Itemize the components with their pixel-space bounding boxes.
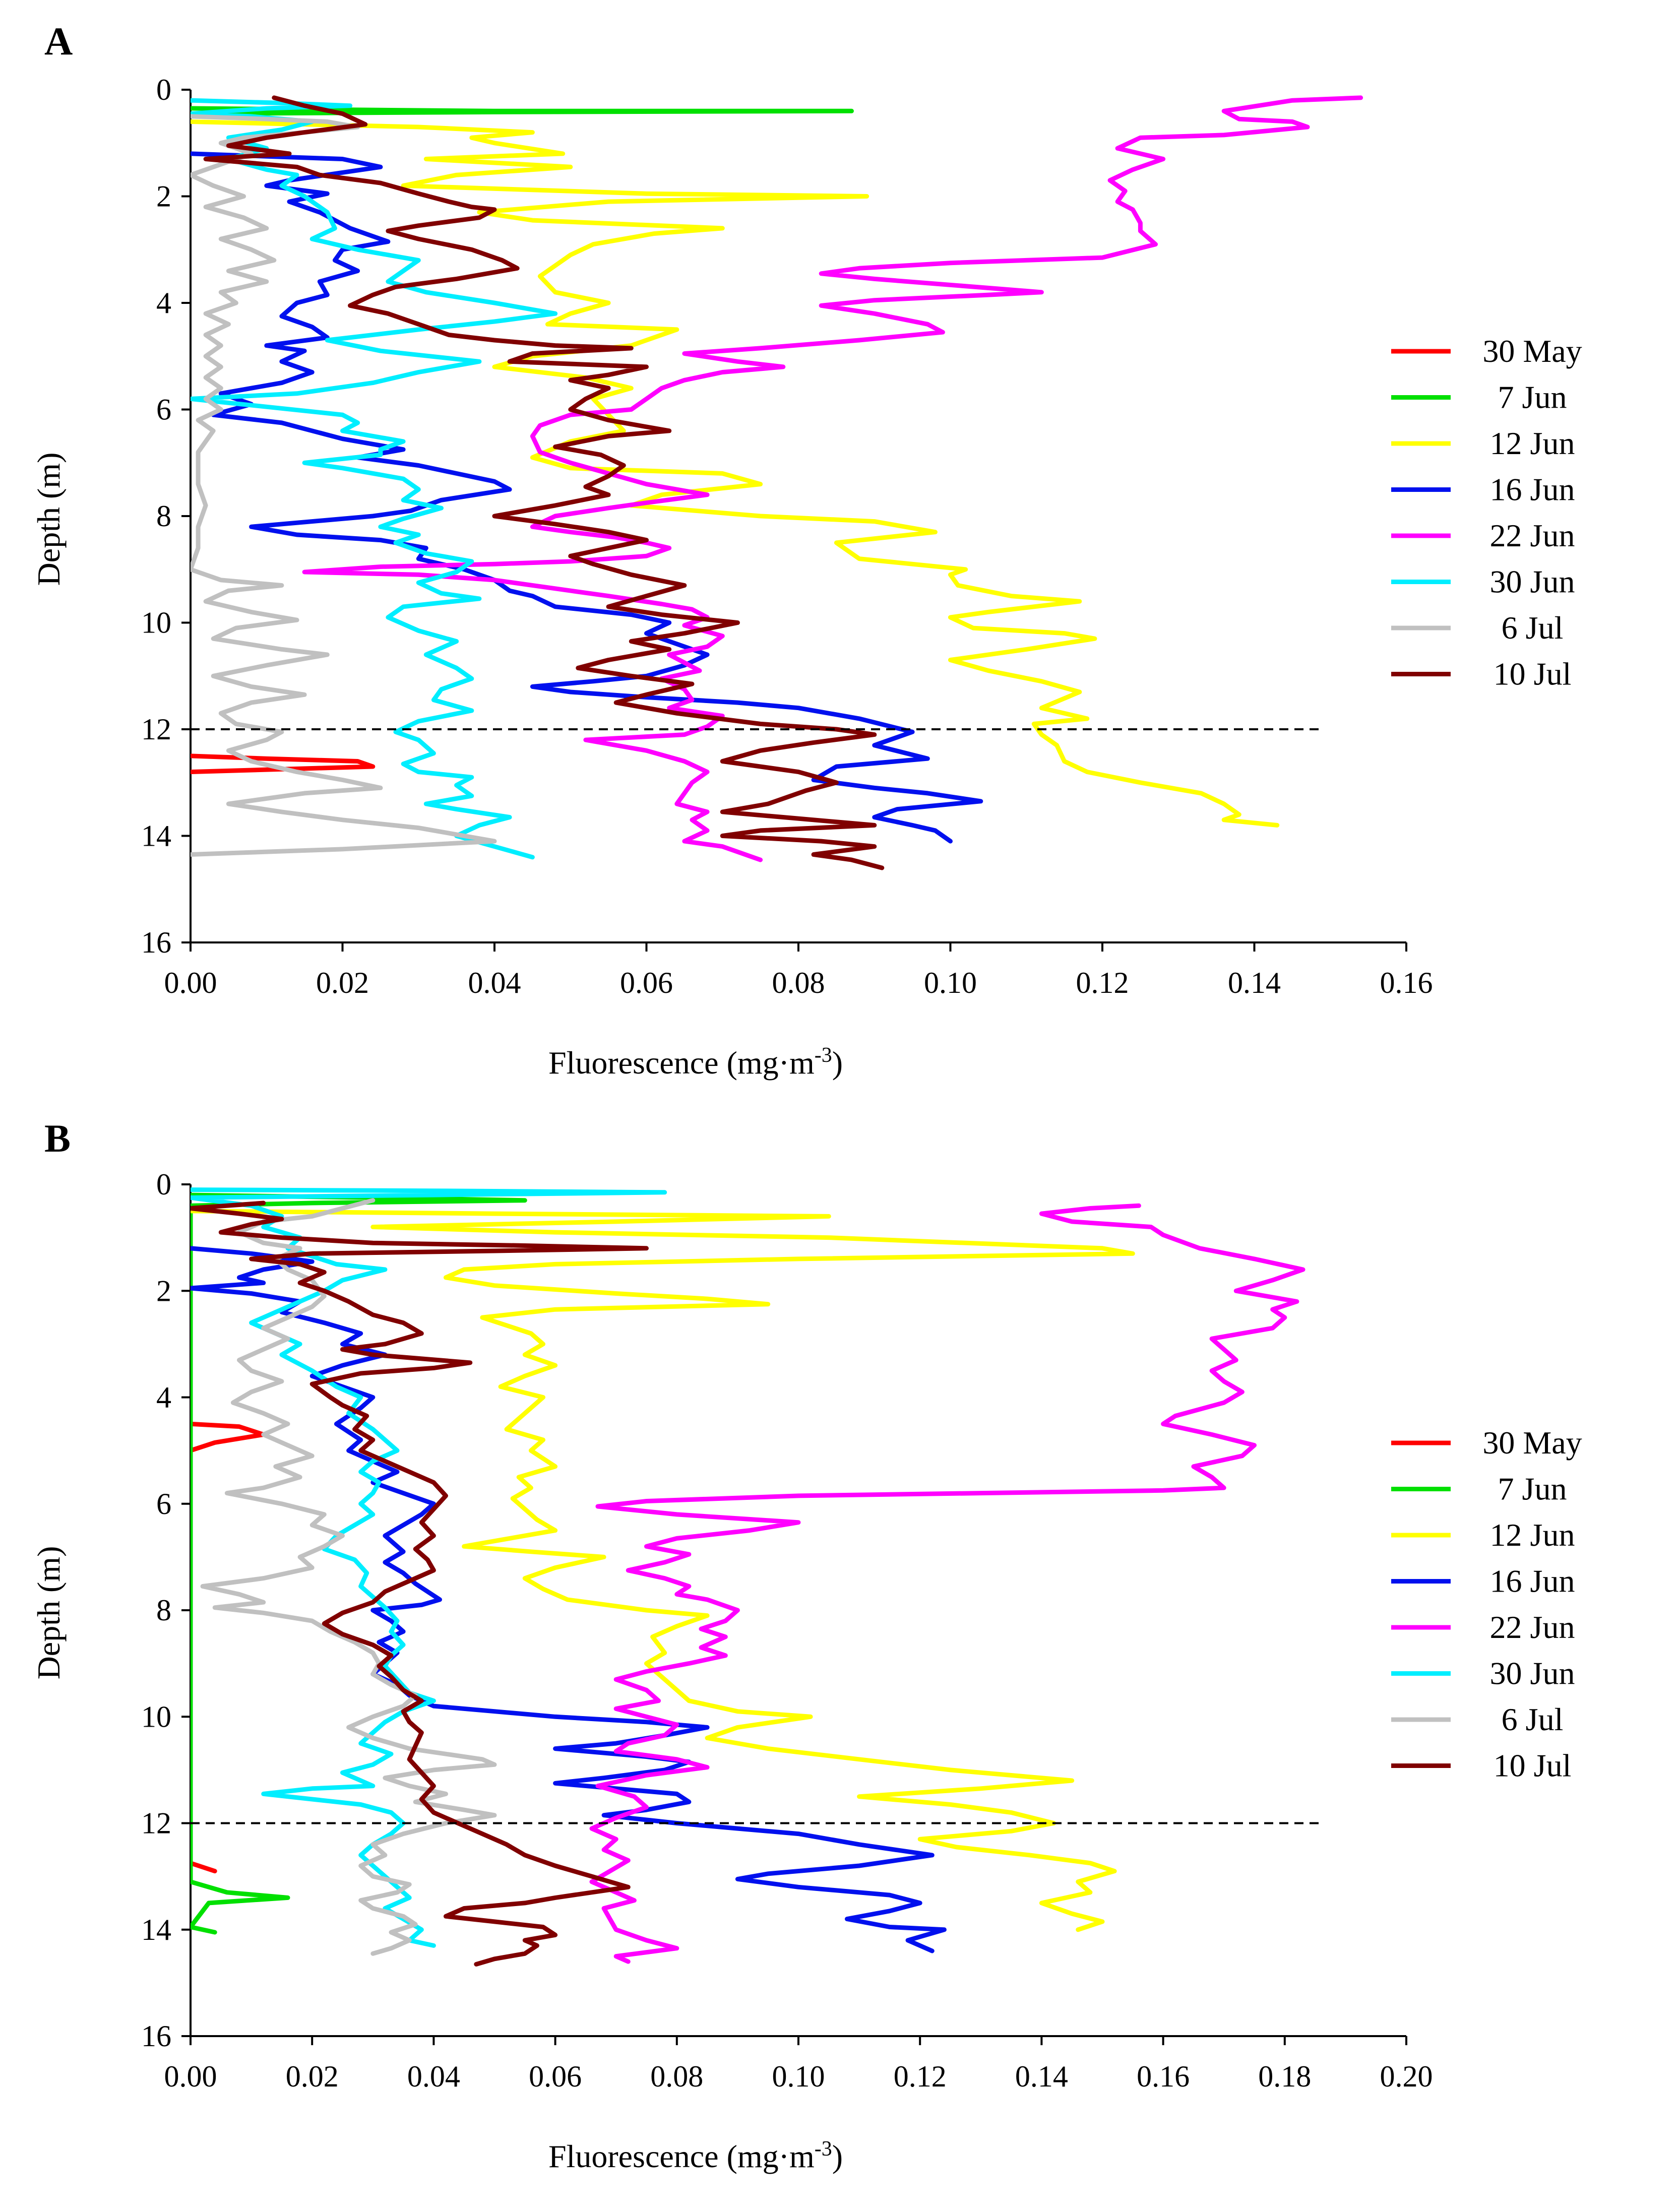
- panel-b-x-tick-label: 0.18: [1258, 2060, 1311, 2093]
- panel-a-x-tick-label: 0.00: [164, 966, 217, 999]
- panel-b-y-tick-label: 2: [156, 1274, 171, 1307]
- panel-a-y-tick-label: 6: [156, 393, 171, 426]
- panel-a-x-tick-label: 0.12: [1076, 966, 1129, 999]
- legend-label: 16 Jun: [1490, 472, 1575, 508]
- panel-b-y-tick-label: 6: [156, 1487, 171, 1521]
- panel-b-x-tick-label: 0.10: [772, 2060, 825, 2093]
- panel-b-series-line-12-jun: [191, 1209, 1135, 1932]
- panel-a-series-line-22-jun: [302, 95, 1363, 862]
- panel-b-series-group: [191, 1187, 1305, 1967]
- panel-b-x-tick-label: 0.02: [286, 2060, 339, 2093]
- legend-label: 16 Jun: [1490, 1563, 1575, 1599]
- panel-b-x-tick-label: 0.08: [650, 2060, 703, 2093]
- panel-a-x-tick-label: 0.06: [620, 966, 673, 999]
- panel-b-y-tick-label: 12: [141, 1807, 171, 1840]
- panel-b-legend: 30 May 7 Jun 12 Jun 16 Jun 22 Jun 30 Jun 6 Jul…: [1391, 1425, 1582, 1784]
- panel-b-x-tick-label: 0.12: [894, 2060, 947, 2093]
- panel-b-x-tick-label: 0.14: [1015, 2060, 1068, 2093]
- panel-a-label: A: [44, 19, 73, 63]
- panel-a-x-tick-label: 0.14: [1228, 966, 1281, 999]
- panel-a-y-tick-label: 16: [141, 926, 171, 959]
- panel-a-series-line-7-jun: [191, 106, 854, 116]
- panel-a-y-tick-label: 8: [156, 499, 171, 533]
- panel-a-y-tick-label: 4: [156, 286, 171, 320]
- panel-b-series-line-6-jul: [200, 1198, 497, 1956]
- legend-label: 10 Jul: [1494, 1748, 1572, 1784]
- panel-a-x-tick-label: 0.02: [316, 966, 369, 999]
- panel-a-y-axis-title: Depth (m): [31, 453, 67, 586]
- legend-label: 30 May: [1482, 1425, 1582, 1461]
- panel-a-y-tick-label: 2: [156, 180, 171, 213]
- panel-b-x-tick-label: 0.04: [407, 2060, 460, 2093]
- panel-b-plot: 0 2 4 6 8 10 12 14 16 0.00 0.02 0.04 0.06 0.08 0.10 0.1…: [141, 1168, 1582, 2093]
- panel-b-y-tick-label: 8: [156, 1594, 171, 1627]
- panel-a-y-tick-label: 0: [156, 73, 171, 106]
- legend-label: 6 Jul: [1502, 610, 1564, 646]
- panel-b-x-tick-label: 0.16: [1137, 2060, 1190, 2093]
- panel-b-y-tick-label: 14: [141, 1913, 171, 1946]
- panel-b-label: B: [44, 1116, 71, 1160]
- panel-a-y-tick-label: 12: [141, 713, 171, 746]
- legend-label: 10 Jul: [1494, 656, 1572, 692]
- panel-a-series-line-10-jul: [203, 95, 885, 870]
- panel-a-plot: 0 2 4 6 8 10 12 14 16 0.00 0.02 0.04 0.06 0.08 0.10 0.1…: [141, 73, 1582, 999]
- panel-b-y-axis-title: Depth (m): [31, 1546, 67, 1680]
- panel-b-series-line-30-may: [191, 1421, 266, 1874]
- panel-b-y-tick-label: 16: [141, 2019, 171, 2053]
- panel-b-series-line-22-jun: [589, 1203, 1305, 1964]
- panel-a-series-line-6-jul: [191, 114, 497, 857]
- legend-label: 12 Jun: [1490, 1517, 1575, 1553]
- panel-a-x-axis-title: Fluorescence (mg·m-3): [548, 1044, 843, 1081]
- panel-b-y-tick-label: 10: [141, 1700, 171, 1733]
- panel-a-series-line-12-jun: [191, 119, 1280, 828]
- legend-label: 30 Jun: [1490, 1656, 1575, 1691]
- panel-b-y-tick-label: 0: [156, 1168, 171, 1201]
- panel-b-x-tick-label: 0.06: [529, 2060, 582, 2093]
- panel-b-series-line-7-jun: [191, 1192, 527, 1935]
- panel-b-y-tick-label: 4: [156, 1381, 171, 1414]
- panel-a-x-tick-label: 0.08: [772, 966, 825, 999]
- panel-a-legend: 30 May 7 Jun 12 Jun 16 Jun 22 Jun 30 Jun 6 Jul…: [1391, 333, 1582, 692]
- panel-a-series-line-16-jun: [191, 151, 983, 844]
- panel-a-y-tick-label: 10: [141, 606, 171, 640]
- legend-label: 30 May: [1482, 333, 1582, 369]
- panel-a-y-tick-label: 14: [141, 819, 171, 853]
- legend-label: 30 Jun: [1490, 564, 1575, 600]
- panel-a-x-tick-label: 0.16: [1380, 966, 1433, 999]
- legend-label: 22 Jun: [1490, 1609, 1575, 1645]
- legend-label: 7 Jun: [1498, 380, 1567, 415]
- panel-a-series-group: [191, 95, 1363, 870]
- legend-label: 6 Jul: [1502, 1701, 1564, 1737]
- panel-b-x-axis-title: Fluorescence (mg·m-3): [548, 2137, 843, 2174]
- panel-b-series-line-10-jul: [191, 1200, 649, 1967]
- panel-a-series-line-30-jun: [191, 98, 558, 860]
- legend-label: 7 Jun: [1498, 1471, 1567, 1507]
- panel-a-series-line-30-may: [191, 753, 376, 775]
- legend-label: 22 Jun: [1490, 518, 1575, 553]
- panel-b-x-tick-label: 0.20: [1380, 2060, 1433, 2093]
- panel-b-series-line-30-jun: [191, 1187, 667, 1948]
- legend-label: 12 Jun: [1490, 425, 1575, 461]
- panel-b-x-tick-label: 0.00: [164, 2060, 217, 2093]
- panel-a-x-tick-label: 0.10: [924, 966, 977, 999]
- panel-a-x-tick-label: 0.04: [468, 966, 521, 999]
